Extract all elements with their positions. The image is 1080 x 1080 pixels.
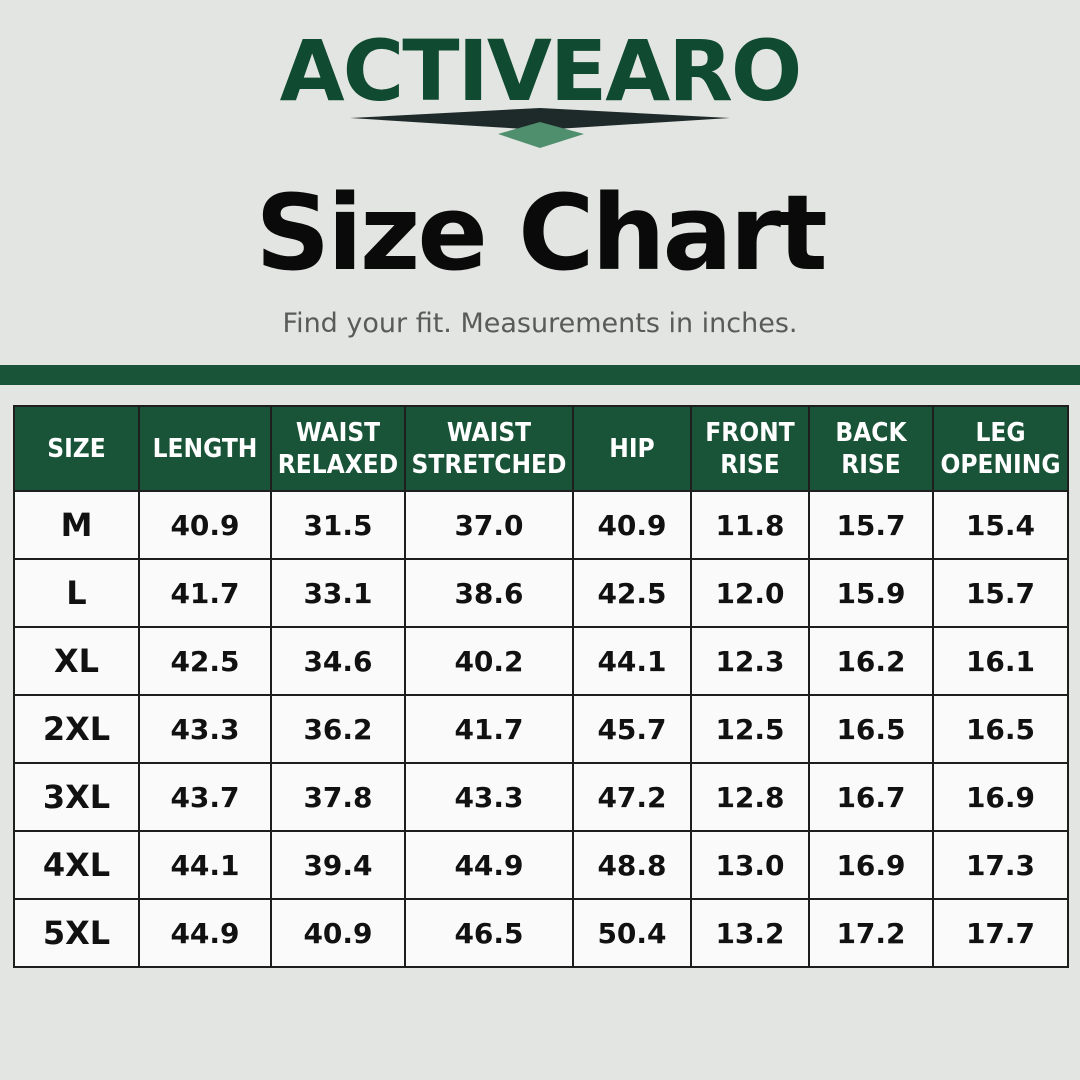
- measurement-cell: 38.6: [404, 558, 574, 628]
- measurement-cell: 12.0: [690, 558, 810, 628]
- table-row: 2XL 43.3 36.2 41.7 45.7 12.5 16.5 16.5: [13, 694, 1069, 764]
- column-header: LEG OPENING: [932, 405, 1069, 492]
- size-table: SIZE LENGTH WAIST RELAXED WAIST STRETCHED HIP F…: [13, 405, 1069, 968]
- header-line: WAIST: [295, 417, 381, 448]
- measurement-cell: 12.3: [690, 626, 810, 696]
- measurement-cell: 16.2: [808, 626, 934, 696]
- title: Size Chart: [255, 172, 827, 294]
- table-body: M 40.9 31.5 37.0 40.9 11.8 15.7 15.4 L 41.7 33.1 38…: [13, 490, 1069, 968]
- measurement-cell: 42.5: [572, 558, 692, 628]
- measurement-cell: 17.3: [932, 830, 1069, 900]
- table-row: 5XL 44.9 40.9 46.5 50.4 13.2 17.2 17.7: [13, 898, 1069, 968]
- measurement-cell: 46.5: [404, 898, 574, 968]
- measurement-cell: 41.7: [138, 558, 272, 628]
- measurement-cell: 37.0: [404, 490, 574, 560]
- size-cell: XL: [13, 626, 140, 696]
- header-line: STRETCHED: [411, 449, 567, 480]
- header-line: LENGTH: [152, 433, 258, 464]
- column-header: LENGTH: [138, 405, 272, 492]
- measurement-cell: 16.5: [932, 694, 1069, 764]
- measurement-cell: 40.9: [138, 490, 272, 560]
- subtitle: Find your fit. Measurements in inches.: [282, 308, 798, 339]
- table-row: XL 42.5 34.6 40.2 44.1 12.3 16.2 16.1: [13, 626, 1069, 696]
- measurement-cell: 43.3: [138, 694, 272, 764]
- measurement-cell: 44.1: [138, 830, 272, 900]
- header-line: RISE: [841, 449, 901, 480]
- header-line: RELAXED: [277, 449, 399, 480]
- measurement-cell: 40.9: [270, 898, 406, 968]
- measurement-cell: 15.4: [932, 490, 1069, 560]
- measurement-cell: 42.5: [138, 626, 272, 696]
- measurement-cell: 44.1: [572, 626, 692, 696]
- measurement-cell: 33.1: [270, 558, 406, 628]
- logo-mark: [350, 108, 730, 148]
- column-header: WAIST STRETCHED: [404, 405, 574, 492]
- measurement-cell: 16.5: [808, 694, 934, 764]
- size-cell: 3XL: [13, 762, 140, 832]
- measurement-cell: 13.0: [690, 830, 810, 900]
- column-header: FRONT RISE: [690, 405, 810, 492]
- measurement-cell: 12.8: [690, 762, 810, 832]
- header-line: HIP: [609, 433, 655, 464]
- header-line: WAIST: [446, 417, 532, 448]
- column-header: SIZE: [13, 405, 140, 492]
- measurement-cell: 47.2: [572, 762, 692, 832]
- measurement-cell: 39.4: [270, 830, 406, 900]
- header-line: LEG: [975, 417, 1026, 448]
- measurement-cell: 41.7: [404, 694, 574, 764]
- table-row: M 40.9 31.5 37.0 40.9 11.8 15.7 15.4: [13, 490, 1069, 560]
- measurement-cell: 15.9: [808, 558, 934, 628]
- measurement-cell: 48.8: [572, 830, 692, 900]
- size-cell: 2XL: [13, 694, 140, 764]
- table-row: 3XL 43.7 37.8 43.3 47.2 12.8 16.7 16.9: [13, 762, 1069, 832]
- measurement-cell: 16.1: [932, 626, 1069, 696]
- size-cell: L: [13, 558, 140, 628]
- measurement-cell: 40.9: [572, 490, 692, 560]
- header-line: FRONT: [705, 417, 795, 448]
- measurement-cell: 44.9: [404, 830, 574, 900]
- measurement-cell: 50.4: [572, 898, 692, 968]
- column-header: HIP: [572, 405, 692, 492]
- measurement-cell: 37.8: [270, 762, 406, 832]
- header-line: BACK: [835, 417, 907, 448]
- measurement-cell: 11.8: [690, 490, 810, 560]
- brand: ACTIVEARO: [279, 22, 803, 120]
- size-cell: M: [13, 490, 140, 560]
- size-cell: 4XL: [13, 830, 140, 900]
- header-row: SIZE LENGTH WAIST RELAXED WAIST STRETCHED HIP F…: [13, 405, 1069, 492]
- measurement-cell: 17.7: [932, 898, 1069, 968]
- divider-band: [0, 365, 1080, 385]
- measurement-cell: 12.5: [690, 694, 810, 764]
- measurement-cell: 13.2: [690, 898, 810, 968]
- measurement-cell: 17.2: [808, 898, 934, 968]
- measurement-cell: 43.7: [138, 762, 272, 832]
- measurement-cell: 36.2: [270, 694, 406, 764]
- header-line: OPENING: [940, 449, 1061, 480]
- table-row: 4XL 44.1 39.4 44.9 48.8 13.0 16.9 17.3: [13, 830, 1069, 900]
- table-row: L 41.7 33.1 38.6 42.5 12.0 15.9 15.7: [13, 558, 1069, 628]
- measurement-cell: 31.5: [270, 490, 406, 560]
- measurement-cell: 40.2: [404, 626, 574, 696]
- measurement-cell: 44.9: [138, 898, 272, 968]
- measurement-cell: 43.3: [404, 762, 574, 832]
- size-cell: 5XL: [13, 898, 140, 968]
- measurement-cell: 15.7: [808, 490, 934, 560]
- measurement-cell: 34.6: [270, 626, 406, 696]
- header-line: RISE: [720, 449, 780, 480]
- measurement-cell: 16.9: [932, 762, 1069, 832]
- measurement-cell: 16.9: [808, 830, 934, 900]
- column-header: WAIST RELAXED: [270, 405, 406, 492]
- header-line: SIZE: [47, 433, 106, 464]
- column-header: BACK RISE: [808, 405, 934, 492]
- measurement-cell: 45.7: [572, 694, 692, 764]
- measurement-cell: 15.7: [932, 558, 1069, 628]
- measurement-cell: 16.7: [808, 762, 934, 832]
